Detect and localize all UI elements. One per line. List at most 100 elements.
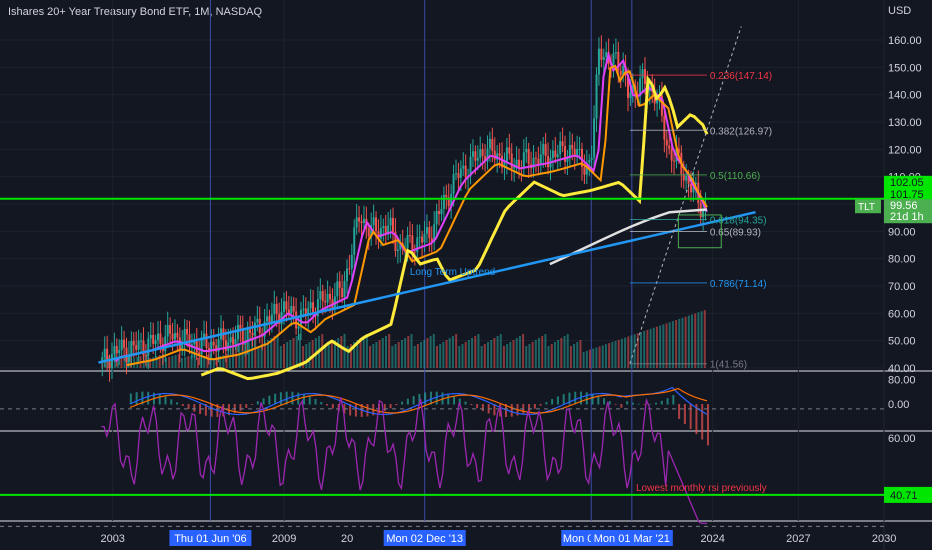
candle-body <box>195 341 198 353</box>
macd-histogram-bar <box>389 404 392 409</box>
macd-histogram-bar <box>504 404 507 417</box>
macd-histogram-bar <box>424 392 427 405</box>
price-badge-value: 99.56 <box>890 200 918 212</box>
volume-bar <box>655 326 658 368</box>
volume-bar <box>286 342 289 368</box>
volume-bar <box>384 336 387 368</box>
candle-body <box>481 149 484 157</box>
macd-histogram-bar <box>441 392 444 405</box>
candle-body <box>433 224 436 243</box>
volume-bar <box>203 356 206 368</box>
candle-body <box>324 301 327 303</box>
candle-body <box>413 251 416 253</box>
volume-bar <box>177 354 180 368</box>
volume-bar <box>636 333 639 368</box>
candle-body <box>421 236 424 243</box>
macd-histogram-bar <box>406 398 409 405</box>
candle-body <box>561 141 564 147</box>
volume-bar <box>187 356 190 368</box>
macd-histogram-bar <box>251 404 254 405</box>
time-axis-label: 2027 <box>786 533 810 545</box>
candle-body <box>236 324 239 340</box>
candle-body <box>287 309 290 314</box>
candle-body <box>183 328 186 344</box>
volume-bar <box>684 316 687 368</box>
candle-body <box>491 138 494 151</box>
volume-bar <box>378 340 381 368</box>
volume-bar <box>694 313 697 368</box>
volume-bar <box>126 355 129 368</box>
volume-bar <box>388 334 391 368</box>
volume-bar <box>267 340 270 368</box>
target-box <box>677 214 722 249</box>
macd-histogram-bar <box>239 404 242 411</box>
candle-body <box>355 217 358 228</box>
candle-body <box>379 228 382 239</box>
macd-histogram-bar <box>551 399 554 405</box>
volume-bar <box>550 344 553 368</box>
time-axis-label: 2003 <box>100 533 124 545</box>
fib-level-label: 0.5(110.66) <box>710 171 760 182</box>
candle-body <box>585 162 588 175</box>
candle-body <box>360 221 363 224</box>
candle-body <box>321 291 324 302</box>
volume-bar <box>630 335 633 368</box>
candle-body <box>484 156 487 162</box>
candle-body <box>600 48 603 60</box>
volume-bar <box>467 340 470 368</box>
volume-bar <box>608 343 611 368</box>
volume-bar <box>566 334 569 368</box>
macd-histogram-bar <box>678 404 681 419</box>
macd-histogram-bar <box>608 401 611 405</box>
volume-bar <box>451 336 454 368</box>
candle-body <box>445 194 448 198</box>
macd-histogram-bar <box>245 404 248 408</box>
macd-histogram-bar <box>395 404 398 406</box>
volume-bar <box>633 334 636 368</box>
macd-histogram-bar <box>545 402 548 405</box>
trendline-label: Long Term Uptrend <box>410 267 495 278</box>
candle-body <box>377 231 380 239</box>
volume-bar <box>295 336 298 368</box>
candle-body <box>181 343 184 351</box>
macd-histogram-bar <box>614 404 617 405</box>
candle-body <box>234 339 237 345</box>
candle-body <box>687 175 690 184</box>
volume-bar <box>576 342 579 368</box>
candle-body <box>455 173 458 175</box>
candle-body <box>588 160 591 163</box>
candle-body <box>479 149 482 158</box>
candle-body <box>423 233 426 243</box>
volume-bar <box>200 357 203 368</box>
candle-body <box>101 357 104 363</box>
candle-body <box>668 145 671 149</box>
macd-histogram-bar <box>302 394 305 405</box>
volume-bar <box>671 321 674 368</box>
macd-histogram-bar <box>603 398 606 405</box>
volume-bar <box>282 344 285 368</box>
price-tick-label: 120.00 <box>888 144 922 156</box>
volume-bar <box>400 340 403 368</box>
candle-body <box>537 158 540 165</box>
candle-body <box>309 302 312 309</box>
volume-bar <box>359 338 362 368</box>
volume-bar <box>627 336 630 368</box>
volume-bar <box>225 354 228 368</box>
volume-bar <box>496 336 499 368</box>
candle-body <box>207 347 210 351</box>
volume-bar <box>649 328 652 368</box>
volume-bar <box>614 340 617 368</box>
candle-body <box>304 308 307 316</box>
volume-bar <box>426 338 429 368</box>
macd-tick-label: 0.00 <box>888 399 909 411</box>
candle-body <box>459 168 462 178</box>
candle-body <box>438 211 441 215</box>
candle-body <box>534 157 537 159</box>
volume-bar <box>228 358 231 368</box>
candle-body <box>617 52 620 71</box>
macd-histogram-bar <box>320 401 323 405</box>
volume-bar <box>595 347 598 368</box>
macd-histogram-bar <box>539 404 542 406</box>
candle-body <box>493 150 496 160</box>
